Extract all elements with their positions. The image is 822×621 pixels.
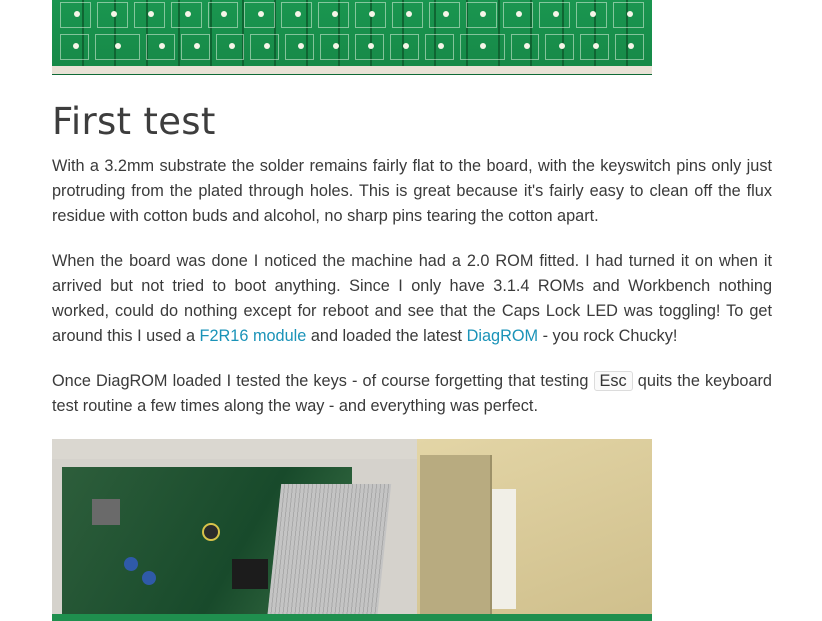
diagrom-link[interactable]: DiagROM bbox=[466, 327, 539, 345]
keyboard-pcb-photo bbox=[52, 0, 652, 75]
article-content: First test With a 3.2mm substrate the so… bbox=[52, 0, 772, 621]
esc-key-code: Esc bbox=[593, 371, 633, 391]
paragraph-text: When the board was done I noticed the ma… bbox=[52, 252, 772, 345]
pcb-key-row bbox=[60, 2, 644, 28]
paragraph: Once DiagROM loaded I tested the keys - … bbox=[52, 369, 772, 419]
paragraph-text: and loaded the latest bbox=[306, 327, 467, 345]
paragraph: When the board was done I noticed the ma… bbox=[52, 249, 772, 349]
amiga-internals-photo bbox=[52, 439, 652, 621]
paragraph-text: Once DiagROM loaded I tested the keys - … bbox=[52, 372, 594, 390]
paragraph-text: quits the keyboard test routine a few ti… bbox=[52, 372, 772, 415]
paragraph: With a 3.2mm substrate the solder remain… bbox=[52, 157, 772, 225]
pcb-key-row bbox=[60, 34, 644, 60]
f2r16-module-link[interactable]: F2R16 module bbox=[199, 327, 307, 345]
page-title: First test bbox=[52, 100, 216, 143]
paragraph-text: - you rock Chucky! bbox=[538, 327, 678, 345]
